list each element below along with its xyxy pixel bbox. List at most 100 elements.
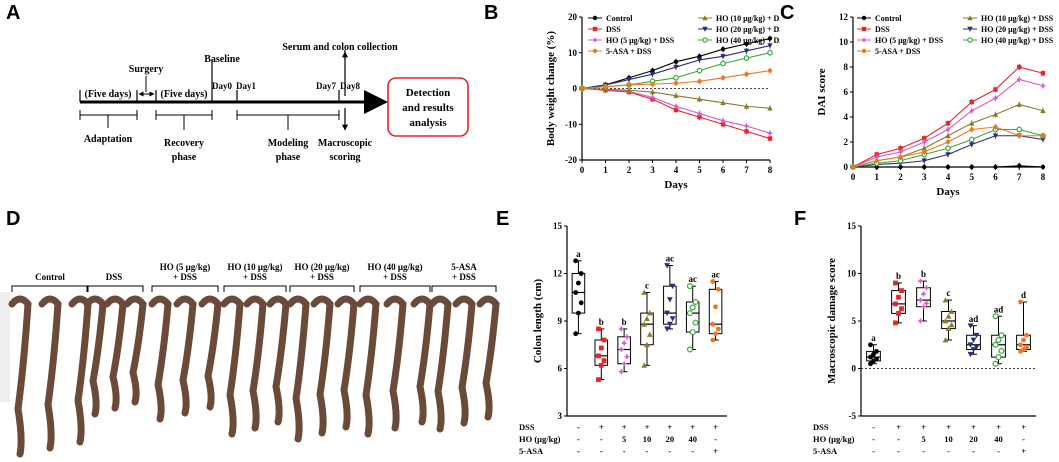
data-point: [995, 354, 1002, 361]
data-point: [669, 283, 676, 290]
colon-specimen: [198, 295, 222, 411]
box-asa: [1016, 299, 1031, 354]
box-dss: [891, 280, 906, 326]
data-point-ho5: [969, 108, 974, 113]
colon-specimen: [383, 295, 407, 432]
colon-specimen: [173, 295, 197, 417]
colon-specimen: [452, 295, 476, 427]
colon-specimen: [410, 295, 434, 426]
data-point: [692, 298, 699, 305]
significance-letter: d: [1021, 290, 1026, 300]
data-point: [618, 369, 624, 375]
legend-marker-control: [592, 15, 598, 21]
chart-colon-length: 3 6 9 12 15 Colon length (cm) a - - - b + - - b +5 - c +10…: [519, 221, 727, 456]
data-point: [1024, 332, 1029, 338]
table-asa-cell: -: [691, 446, 694, 456]
legend-marker-ho40: [967, 37, 973, 43]
data-point: [942, 337, 949, 343]
data-point: [973, 332, 980, 339]
data-point: [942, 297, 949, 303]
photo-label-ho40-2: + DSS: [383, 272, 407, 282]
x-tick-label: 3: [650, 165, 655, 175]
y-tick-label: 6: [844, 87, 849, 97]
data-point: [1024, 344, 1029, 350]
table-dss-cell: +: [713, 422, 718, 432]
x-tick-label: 4: [946, 172, 951, 182]
data-point: [868, 361, 873, 367]
photo-label-ho5-1: HO (5 μg/kg): [160, 262, 211, 272]
y-tick-label: 20: [568, 12, 578, 22]
data-point-ho10: [767, 105, 773, 111]
group-brace: [359, 285, 431, 292]
table-dss-cell: +: [1021, 422, 1026, 432]
table-dss-cell: -: [872, 422, 875, 432]
x-tick-label: 6: [721, 165, 726, 175]
data-point: [624, 334, 630, 340]
legend-marker-ho5: [861, 37, 867, 43]
data-point-dss: [673, 107, 679, 113]
data-point: [967, 323, 974, 329]
box-control: [866, 342, 881, 367]
photo-label-ho10-1: HO (10 μg/kg): [227, 262, 282, 272]
data-point-asa: [579, 86, 585, 91]
legend-marker-dss: [861, 26, 867, 32]
data-point: [992, 341, 999, 348]
data-point-ho5: [945, 127, 951, 132]
day1-label: Day1: [236, 81, 256, 91]
data-point: [948, 308, 955, 314]
data-point-ho20: [945, 152, 951, 158]
data-point: [710, 321, 716, 327]
data-point: [666, 297, 673, 303]
box-control: [571, 258, 586, 337]
data-point-ho40: [767, 49, 773, 56]
legend-label-ho40: HO (40 μg/kg) + DSS: [716, 36, 780, 45]
legend-marker-ho5: [592, 37, 598, 43]
data-point-ho5: [1017, 77, 1022, 82]
y-tick-label: 12: [839, 12, 849, 22]
data-point-ho10: [673, 92, 679, 98]
data-point-ho20: [626, 77, 632, 83]
data-point: [601, 337, 607, 343]
data-point-ho10: [649, 89, 656, 95]
data-point-ho10: [626, 87, 632, 93]
y-tick-label: 3: [558, 411, 563, 421]
macro-label-1: Macroscopic: [318, 138, 373, 149]
legend-label-control: Control: [875, 14, 902, 23]
table-dss-cell: +: [896, 422, 901, 432]
x-tick-label: 0: [851, 172, 856, 182]
photo-label-control: Control: [35, 272, 65, 282]
legend-label-ho40: HO (40 μg/kg) + DSS: [981, 36, 1054, 45]
colon-specimen: [103, 295, 127, 412]
box-asa: [708, 279, 723, 343]
data-point-asa: [969, 127, 974, 132]
data-point-asa: [697, 79, 702, 84]
data-point: [715, 326, 721, 332]
data-point-control: [767, 36, 773, 41]
table-dss-cell: +: [690, 422, 695, 432]
chart-body-weight: 0 1 2 3 4 5 6 7 8 -20 -10 0 10 20 Days Body weight chan…: [545, 12, 780, 191]
data-point: [596, 377, 601, 382]
table-row-label: DSS: [813, 422, 829, 432]
data-point-asa: [720, 75, 726, 80]
significance-letter: b: [622, 317, 627, 327]
photo-label-ho40-1: HO (40 μg/kg): [367, 262, 422, 272]
data-point-control: [1017, 163, 1022, 168]
significance-letter: ac: [666, 254, 675, 264]
data-point-asa: [650, 82, 655, 87]
significance-letter: b: [896, 271, 901, 281]
data-point: [598, 345, 604, 351]
data-point-asa: [1040, 133, 1046, 138]
photo-label-ho5-2: + DSS: [173, 272, 197, 282]
data-point-control: [945, 164, 951, 170]
y-tick-label: 0: [852, 364, 857, 374]
data-point: [918, 297, 923, 303]
y-tick-label: -20: [565, 155, 577, 165]
colon-specimen: [220, 295, 244, 438]
data-point: [899, 306, 904, 312]
x-tick-label: 1: [875, 172, 880, 182]
data-point: [896, 311, 901, 316]
data-point: [664, 263, 670, 269]
data-point: [573, 331, 579, 337]
data-point-dss: [767, 136, 773, 141]
panel-letter-c: C: [780, 2, 795, 24]
